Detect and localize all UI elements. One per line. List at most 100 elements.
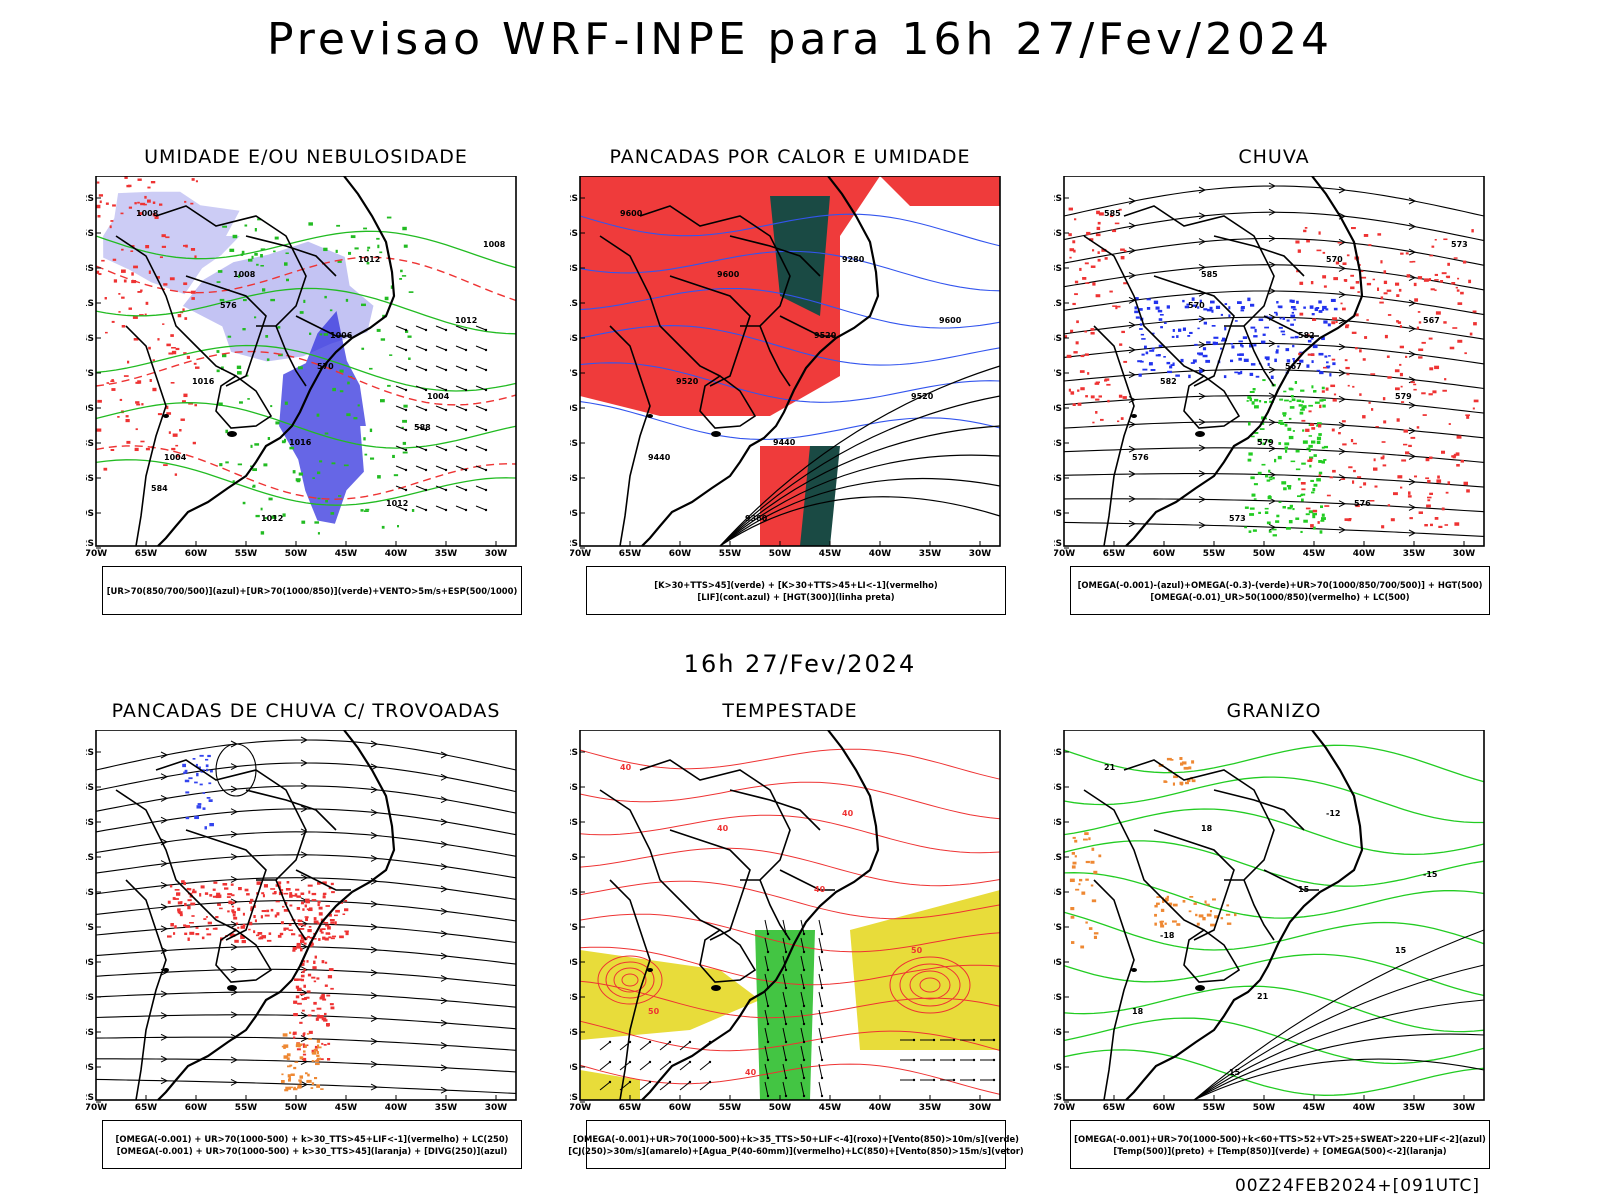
red-speckle [297, 1002, 302, 1005]
wind-vector [395, 445, 407, 451]
red-speckle [1077, 389, 1080, 392]
red-speckle [156, 276, 160, 279]
green-speckle [1316, 478, 1321, 482]
stream-arrow [1268, 523, 1277, 531]
vector-head [784, 1058, 788, 1062]
lon-tick-label: 45W [819, 549, 842, 559]
red-speckle [1441, 450, 1446, 454]
wind-vector [455, 465, 467, 471]
legend-line: [OMEGA(-0.001) + UR>70(1000-500) + k>30_… [116, 1145, 508, 1156]
humidity-area [103, 191, 240, 295]
green-speckle [1319, 399, 1324, 402]
red-speckle [1397, 321, 1402, 324]
blue-speckle [1296, 300, 1299, 304]
stream-arrow [370, 786, 379, 794]
lon-tick-label: 35W [435, 549, 458, 559]
blue-speckle [1309, 305, 1314, 309]
red-speckle [1350, 274, 1355, 277]
wind-vector [679, 1061, 691, 1071]
red-speckle [1347, 384, 1350, 387]
lc850-contour [889, 956, 971, 1014]
blue-speckle [1178, 328, 1182, 332]
blue-speckle [1285, 348, 1290, 352]
green-speckle [274, 236, 279, 240]
lon-tick-label: 50W [1253, 1103, 1276, 1113]
legend-line: [OMEGA(-0.001) + UR>70(1000-500) + k>30_… [115, 1133, 509, 1144]
lat-tick-label: 36S [570, 1028, 578, 1038]
blue-speckle [194, 781, 198, 784]
lat-tick-label: 27S [570, 923, 578, 933]
red-speckle [1331, 358, 1336, 361]
blue-speckle [1310, 337, 1314, 340]
blue-speckle [1169, 365, 1173, 369]
red-speckle [1455, 452, 1460, 456]
red-speckle [1452, 327, 1458, 329]
red-speckle [97, 215, 101, 218]
green-speckle [401, 426, 404, 429]
vector-head [766, 950, 770, 954]
blue-speckle [1170, 364, 1175, 367]
lat-tick-label: 33S [1054, 993, 1062, 1003]
red-speckle [159, 256, 163, 259]
blue-speckle [1172, 362, 1175, 365]
lon-tick-label: 30W [485, 549, 508, 559]
red-speckle [1387, 376, 1392, 379]
lat-tick-label: 18S [86, 264, 94, 274]
red-speckle [148, 270, 151, 274]
red-speckle [1073, 351, 1078, 354]
red-speckle [1332, 469, 1336, 473]
lon-tick-label: 40W [1353, 1103, 1376, 1113]
blue-speckle [1294, 335, 1299, 339]
red-speckle [1335, 261, 1340, 265]
green-speckle [216, 350, 220, 353]
orange-speckle [283, 1044, 289, 1048]
red-speckle [228, 900, 233, 905]
hgt300-line [719, 477, 1001, 547]
red-speckle [1441, 507, 1445, 511]
wind-vector [764, 1027, 769, 1043]
blue-speckle [1292, 308, 1297, 311]
wind-vector [800, 1045, 805, 1061]
green-speckle [1267, 495, 1272, 500]
blue-speckle [1203, 321, 1208, 325]
orange-speckle [288, 1078, 291, 1082]
hgt300-line [719, 425, 1001, 547]
blue-speckle [185, 816, 190, 820]
wind-vector [818, 955, 823, 971]
vector-head [952, 1038, 956, 1042]
orange-speckle [1226, 904, 1230, 907]
green-speckle [1244, 526, 1248, 529]
blue-speckle [192, 758, 196, 760]
blue-speckle [1191, 304, 1197, 307]
panel-pancadas-calor: PANCADAS POR CALOR E UMIDADE 9600 9600 952… [570, 146, 1010, 616]
red-speckle [185, 925, 191, 928]
red-speckle [299, 928, 305, 930]
orange-speckle [283, 1055, 289, 1059]
green-speckle [1323, 445, 1329, 449]
red-speckle [1362, 415, 1366, 419]
green-speckle [216, 281, 221, 283]
stream-arrow [1128, 520, 1137, 528]
stream-arrow [300, 736, 309, 744]
red-speckle [1395, 282, 1400, 286]
red-speckle [139, 314, 144, 316]
red-speckle [1340, 302, 1343, 305]
green-speckle [1259, 400, 1262, 403]
red-speckle [295, 995, 300, 999]
green-speckle [237, 371, 242, 375]
hgt300-line [719, 395, 1001, 547]
pw-contour [579, 781, 1001, 820]
vector-head [784, 968, 788, 972]
lc850-contour [909, 970, 951, 1000]
lon-tick-label: 50W [769, 1103, 792, 1113]
wind-vector [395, 325, 407, 331]
wind-vector [818, 937, 823, 953]
red-speckle [1434, 273, 1438, 276]
red-speckle [1317, 521, 1320, 524]
red-speckle [1080, 355, 1085, 358]
lon-tick-label: 35W [919, 549, 942, 559]
blue-speckle [1224, 303, 1228, 306]
red-speckle [1364, 336, 1368, 339]
orange-speckle [1198, 914, 1204, 918]
lon-tick-label: 70W [570, 549, 591, 559]
